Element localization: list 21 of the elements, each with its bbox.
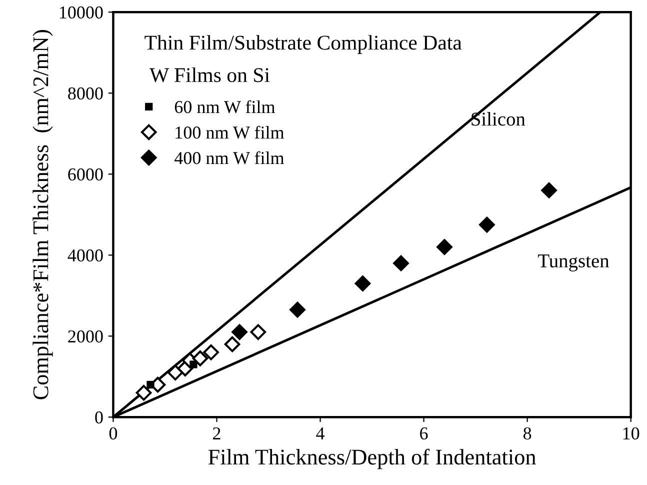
x-axis-title: Film Thickness/Depth of Indentation [208,448,536,470]
text: Thin Film/Substrate Compliance Data [144,35,462,54]
x-tick-label: 6 [420,427,428,440]
y-tick-label: 4000 [68,249,103,262]
y-tick-label: 8000 [68,87,103,100]
y-axis-title: Compliance*Film Thickness (nm^2/mN) [32,30,53,400]
x-tick-label: 4 [316,427,324,440]
annotation: Tungsten [538,254,610,272]
text: W Films on Si [149,67,270,82]
x-tick-label: 0 [109,427,118,440]
annotation: Silicon [472,112,526,126]
y-tick-label: 10000 [60,6,103,19]
y-tick-label: 0 [95,411,103,424]
y-tick-label: 2000 [68,330,103,343]
x-tick-label: 2 [213,427,220,440]
legend-label: 60 nm W film [174,100,276,114]
legend-label: 400 nm W film [174,151,284,164]
legend-label: 100 nm W film [176,126,284,139]
x-tick-label: 10 [623,427,640,440]
y-tick-label: 6000 [68,168,103,181]
x-tick-label: 8 [523,427,532,440]
